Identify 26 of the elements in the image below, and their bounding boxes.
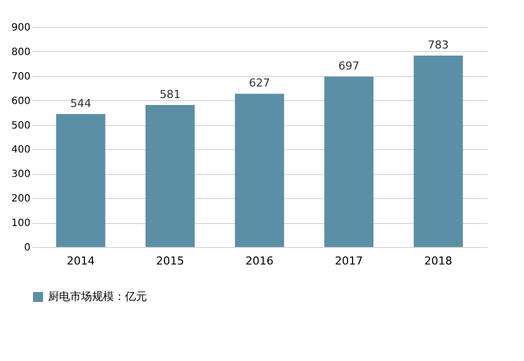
data-label: 627 [249,76,270,90]
y-tick-label: 200 [11,194,30,205]
bar [414,56,463,247]
legend-label: 厨电市场规模：亿元 [48,290,147,303]
bar [146,104,195,247]
y-tick-label: 300 [11,169,30,180]
data-label: 697 [338,60,360,73]
data-label: 544 [70,97,92,110]
y-tick-label: 900 [11,22,30,34]
x-tick-label: 2018 [424,254,452,268]
x-tick-label: 2015 [156,254,184,268]
bar [324,76,374,247]
y-tick-label: 100 [11,218,30,230]
bar [56,114,106,247]
y-tick-label: 400 [11,144,30,156]
y-tick-label: 700 [11,71,30,82]
y-tick-label: 0 [24,242,30,254]
y-tick-label: 500 [11,120,30,132]
data-label: 783 [428,38,449,52]
y-tick-label: 600 [11,96,30,107]
x-tick-label: 2017 [334,254,363,268]
data-label: 581 [160,88,181,101]
bar [234,94,284,247]
x-tick-label: 2016 [246,254,274,268]
y-tick-label: 800 [11,46,30,58]
x-tick-label: 2014 [66,254,95,268]
